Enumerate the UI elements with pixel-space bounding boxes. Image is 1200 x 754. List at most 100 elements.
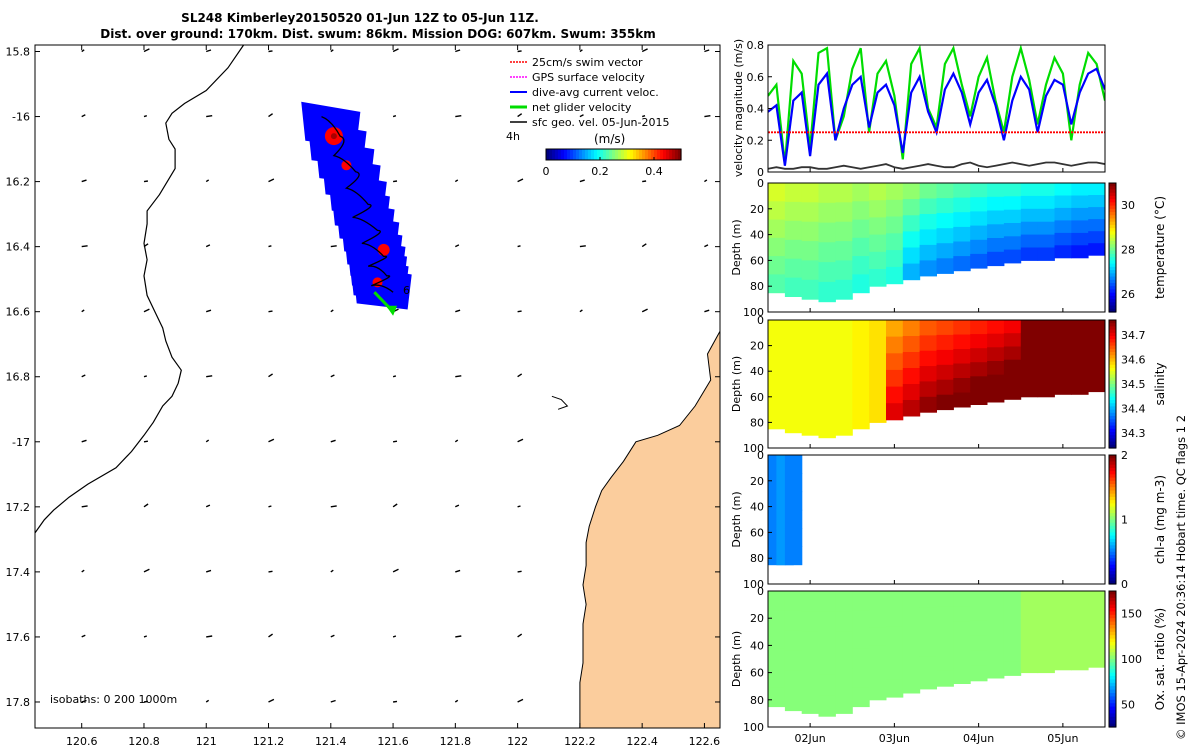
profile-cell (1003, 386, 1022, 400)
profile-cell (768, 629, 786, 650)
surface-arrow (81, 569, 85, 573)
profile-cell (818, 359, 836, 380)
profile-colorbar-cell (1109, 591, 1116, 595)
colorbar-cell (615, 149, 619, 160)
profile-cell (801, 279, 819, 300)
surface-arrow (641, 308, 648, 313)
profile-colorbar-cell (1109, 339, 1116, 343)
profile-colorbar-cell (1109, 509, 1116, 514)
colorbar-cell (639, 149, 643, 160)
profile-cell (1037, 332, 1055, 347)
profile-colorbar-cell (1109, 371, 1116, 375)
profile-colorbar-cell (1109, 679, 1116, 684)
profile-colorbar-cell (1109, 506, 1116, 511)
profile-cell (1088, 243, 1105, 256)
profile-cell (953, 392, 971, 408)
profile-y-tick-label: 0 (757, 449, 764, 462)
profile-colorbar-cell (1109, 289, 1116, 294)
surface-arrow (642, 180, 647, 183)
map-legend: 25cm/s swim vector GPS surface velocity … (506, 56, 682, 178)
profile-colorbar-cell (1109, 422, 1116, 427)
profile-colorbar-cell (1109, 672, 1116, 677)
profile-cell (768, 183, 786, 202)
profile-cell (835, 183, 853, 203)
lon-tick-label: 120.6 (66, 735, 98, 748)
surface-arrow (81, 49, 85, 53)
profile-cell (987, 649, 1005, 664)
profile-cell (902, 368, 921, 385)
profile-cell (1071, 357, 1089, 370)
surface-arrow (268, 178, 275, 183)
profile-cell (953, 652, 971, 669)
surface-arrow (392, 115, 397, 118)
profile-cell (886, 369, 904, 387)
swim-vector-core (330, 133, 337, 140)
profile-cell (1020, 659, 1039, 674)
map-frame (34, 44, 721, 729)
profile-colorbar-cell (1109, 487, 1116, 492)
lon-tick-label: 122.2 (564, 735, 596, 748)
profile-cell (835, 416, 853, 436)
colorbar-tick-label: 0.2 (591, 165, 609, 178)
surface-arrow (641, 115, 646, 118)
profile-cell (784, 591, 803, 612)
surface-arrow (392, 375, 397, 378)
profile-cell (784, 320, 803, 340)
profile-cell (1071, 183, 1089, 196)
profile-cell (919, 607, 937, 625)
profile-cell (987, 347, 1005, 362)
profile-cell (886, 608, 904, 627)
profile-y-tick-label: 20 (750, 612, 764, 625)
surface-arrow (392, 48, 399, 53)
colorbar-cell (552, 149, 556, 160)
colorbar-cell (618, 149, 622, 160)
profile-cell (1088, 231, 1105, 244)
profile-cell (970, 320, 988, 335)
profile-cell (768, 392, 786, 412)
profile-y-tick-label: 80 (750, 280, 764, 293)
surface-arrow (392, 700, 398, 703)
profile-colorbar-cell (1109, 384, 1116, 388)
profile-colorbar-cell (1109, 332, 1116, 337)
colorbar-cell (600, 149, 604, 160)
profile-colorbar-cell (1109, 500, 1116, 504)
profile-colorbar-cell (1109, 412, 1116, 417)
profile-cell (1054, 183, 1072, 196)
profile-cell (818, 339, 836, 360)
surface-arrow (579, 245, 586, 248)
profile-colorbar-cell (1109, 604, 1116, 609)
surface-arrow (205, 49, 212, 53)
profile-y-tick-label: 20 (750, 475, 764, 488)
profile-cell (1037, 384, 1055, 398)
profile-cell (919, 591, 937, 608)
profile-cell (970, 620, 988, 637)
profile-cell (784, 258, 803, 279)
profile-cell (987, 388, 1005, 403)
surface-arrow (517, 505, 521, 508)
profile-colorbar-cell (1109, 503, 1116, 508)
profile-cell (869, 681, 887, 701)
profile-cell (987, 238, 1005, 253)
profile-colorbar-cell (1109, 516, 1116, 521)
lat-tick-label: 16.6 (6, 306, 31, 319)
profile-cell (1071, 207, 1089, 221)
surface-arrow (205, 179, 210, 183)
profile-cell (784, 610, 803, 632)
surface-arrow (455, 504, 460, 508)
profile-colorbar-cell (1109, 484, 1116, 488)
profile-cell (835, 260, 853, 281)
profile-cell (936, 243, 954, 259)
surface-arrow (143, 375, 147, 378)
profile-colorbar-cell (1109, 380, 1116, 385)
profile-cell (869, 388, 887, 406)
profile-colorbar-cell (1109, 561, 1116, 566)
profile-cell (902, 183, 921, 200)
profile-cell (801, 611, 819, 633)
profile-cell (784, 473, 803, 493)
profile-colorbar-cell (1109, 645, 1116, 650)
profile-cell (1054, 643, 1072, 658)
profile-colorbar-cell (1109, 496, 1116, 501)
profile-cell (1071, 617, 1089, 631)
profile-colorbar-cell (1109, 266, 1116, 271)
